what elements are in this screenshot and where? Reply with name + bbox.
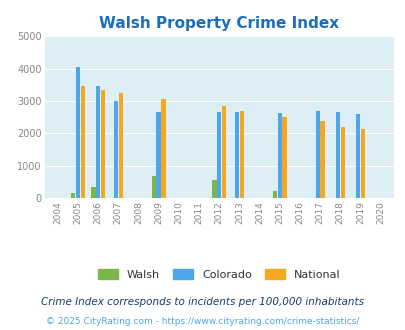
Bar <box>151 176 156 198</box>
Bar <box>272 190 277 198</box>
Bar <box>113 101 118 198</box>
Bar <box>221 106 226 198</box>
Bar <box>80 86 85 198</box>
Bar <box>212 180 216 198</box>
Bar <box>355 114 359 198</box>
Text: © 2025 CityRating.com - https://www.cityrating.com/crime-statistics/: © 2025 CityRating.com - https://www.city… <box>46 317 359 326</box>
Title: Walsh Property Crime Index: Walsh Property Crime Index <box>99 16 339 31</box>
Bar <box>335 112 339 198</box>
Bar <box>239 111 243 198</box>
Bar <box>76 67 80 198</box>
Bar <box>91 187 95 198</box>
Bar <box>156 112 160 198</box>
Bar <box>234 112 239 198</box>
Bar <box>360 129 364 198</box>
Bar <box>118 93 123 198</box>
Bar <box>71 193 75 198</box>
Text: Crime Index corresponds to incidents per 100,000 inhabitants: Crime Index corresponds to incidents per… <box>41 297 364 307</box>
Bar <box>217 112 221 198</box>
Bar <box>320 121 324 198</box>
Bar <box>277 113 281 198</box>
Bar <box>340 127 344 198</box>
Bar <box>96 86 100 198</box>
Legend: Walsh, Colorado, National: Walsh, Colorado, National <box>93 265 344 285</box>
Bar <box>315 111 319 198</box>
Bar <box>100 90 105 198</box>
Bar <box>161 99 165 198</box>
Bar <box>282 117 286 198</box>
